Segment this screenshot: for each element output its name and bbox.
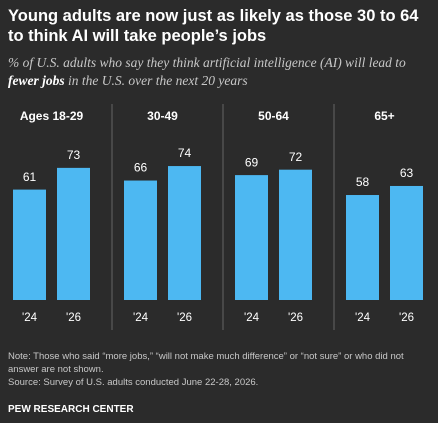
value-label: 69 — [245, 155, 259, 169]
value-label: 63 — [400, 166, 414, 180]
panel-title: Ages 18-29 — [20, 109, 84, 123]
bar — [235, 175, 268, 300]
x-tick-label: '24 — [22, 312, 38, 324]
bar — [390, 185, 423, 300]
subtitle-text: % of U.S. adults who say they think arti… — [8, 55, 406, 70]
chart: Ages 18-29 61 '24 73 '26 30-49 66 '24 74 '26 50-64… — [13, 104, 423, 330]
notes: Note: Those who said “more jobs,” “will … — [8, 350, 433, 389]
value-label: 61 — [23, 170, 37, 184]
x-tick-label: '26 — [66, 312, 81, 324]
title: Young adults are now just as likely as t… — [8, 7, 419, 45]
bar — [279, 169, 312, 300]
x-tick-label: '24 — [133, 312, 149, 324]
value-label: 58 — [356, 175, 370, 189]
source: Source: Survey of U.S. adults conducted … — [8, 377, 259, 388]
subtitle-text: in the U.S. over the next 20 years — [64, 73, 248, 88]
value-label: 66 — [134, 161, 148, 175]
bar — [13, 189, 46, 300]
panel-title: 65+ — [374, 109, 394, 123]
x-tick-label: '26 — [177, 312, 192, 324]
x-tick-label: '24 — [355, 312, 371, 324]
panel-title: 50-64 — [258, 109, 289, 123]
panel-title: 30-49 — [147, 109, 178, 123]
value-label: 73 — [67, 148, 81, 162]
credit: PEW RESEARCH CENTER — [8, 404, 134, 415]
value-label: 74 — [178, 146, 192, 160]
bar — [346, 195, 379, 300]
note: Note: Those who said “more jobs,” “will … — [8, 351, 404, 375]
x-tick-label: '24 — [244, 312, 260, 324]
value-label: 72 — [289, 150, 303, 164]
x-tick-label: '26 — [399, 312, 414, 324]
subtitle: % of U.S. adults who say they think arti… — [8, 54, 433, 90]
subtitle-emphasis: fewer jobs — [8, 73, 65, 88]
bar — [124, 180, 157, 300]
bar — [57, 167, 90, 300]
bar — [168, 166, 201, 300]
x-tick-label: '26 — [288, 312, 303, 324]
